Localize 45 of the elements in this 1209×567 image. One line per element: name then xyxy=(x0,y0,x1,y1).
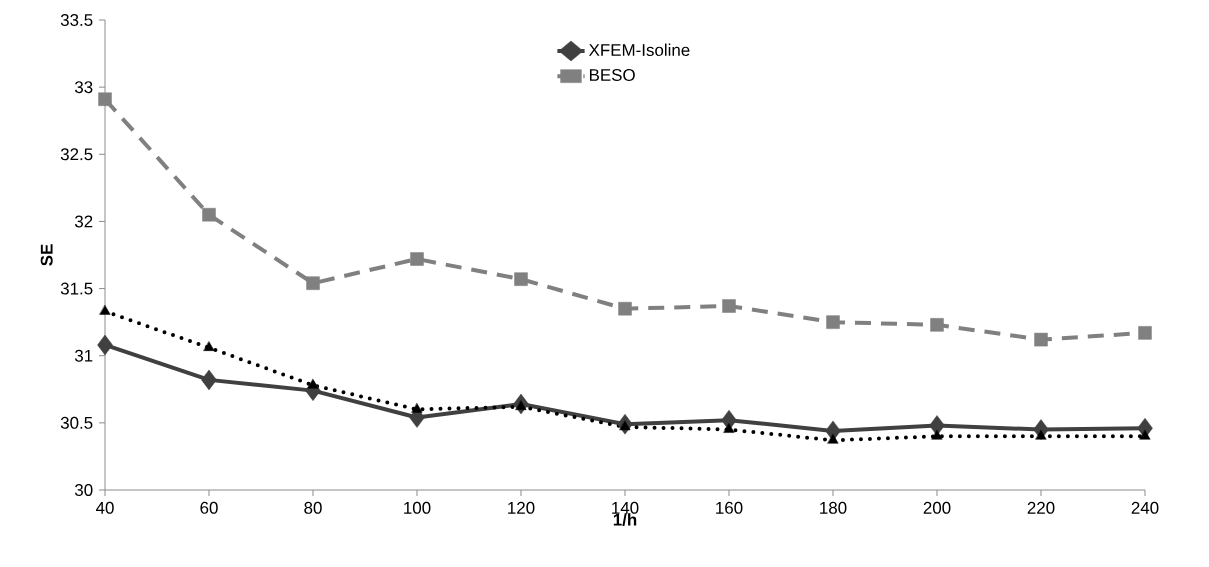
point xyxy=(411,403,423,413)
point xyxy=(98,92,112,106)
point xyxy=(931,430,943,440)
point xyxy=(203,341,215,351)
point xyxy=(929,415,945,436)
x-tick-label: 80 xyxy=(304,501,322,514)
point xyxy=(1138,326,1152,340)
y-tick-label: 30 xyxy=(74,484,93,496)
point xyxy=(619,420,631,431)
legend-label: XFEM-Isoline xyxy=(588,43,690,57)
x-tick-label: 160 xyxy=(716,501,743,514)
point xyxy=(410,252,424,266)
x-tick-label: 40 xyxy=(95,501,114,514)
y-tick-label: 32 xyxy=(74,215,93,228)
x-tick-label: 180 xyxy=(820,501,847,514)
y-tick-label: 31 xyxy=(74,349,93,362)
point xyxy=(515,400,527,410)
x-tick-label: 200 xyxy=(923,501,951,514)
y-tick-label: 33 xyxy=(74,81,93,94)
x-tick-label: 100 xyxy=(404,501,431,514)
point xyxy=(1035,430,1047,440)
point xyxy=(201,369,217,391)
point xyxy=(826,315,840,329)
point xyxy=(99,305,111,315)
x-tick-label: 120 xyxy=(508,501,535,514)
point xyxy=(618,301,632,316)
point xyxy=(930,318,944,332)
point xyxy=(1034,332,1048,347)
y-axis-title: SE xyxy=(40,244,53,266)
point xyxy=(202,207,216,222)
point xyxy=(306,276,320,290)
y-tick-label: 30.5 xyxy=(60,416,93,429)
point xyxy=(97,334,113,356)
y-tick-label: 33.5 xyxy=(60,14,93,26)
point xyxy=(514,272,528,286)
x-tick-label: 220 xyxy=(1027,501,1055,514)
y-tick-label: 32.5 xyxy=(60,148,93,161)
y-tick-label: 31.5 xyxy=(60,282,93,295)
x-axis-title: 1/h xyxy=(613,513,637,526)
x-tick-label: 140 xyxy=(612,501,639,514)
legend-label: BESO xyxy=(589,68,635,81)
x-tick-label: 240 xyxy=(1131,501,1159,514)
point xyxy=(307,379,319,389)
x-tick-label: 60 xyxy=(200,501,218,514)
point xyxy=(722,299,736,313)
